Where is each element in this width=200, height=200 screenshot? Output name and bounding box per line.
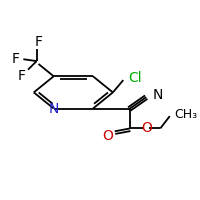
- Text: F: F: [17, 69, 25, 83]
- Text: Cl: Cl: [128, 71, 142, 85]
- Text: N: N: [153, 88, 163, 102]
- Text: F: F: [12, 52, 20, 66]
- Text: CH₃: CH₃: [175, 108, 198, 121]
- Text: O: O: [142, 121, 152, 135]
- Text: O: O: [103, 129, 114, 143]
- Text: N: N: [48, 102, 59, 116]
- Text: F: F: [35, 35, 43, 49]
